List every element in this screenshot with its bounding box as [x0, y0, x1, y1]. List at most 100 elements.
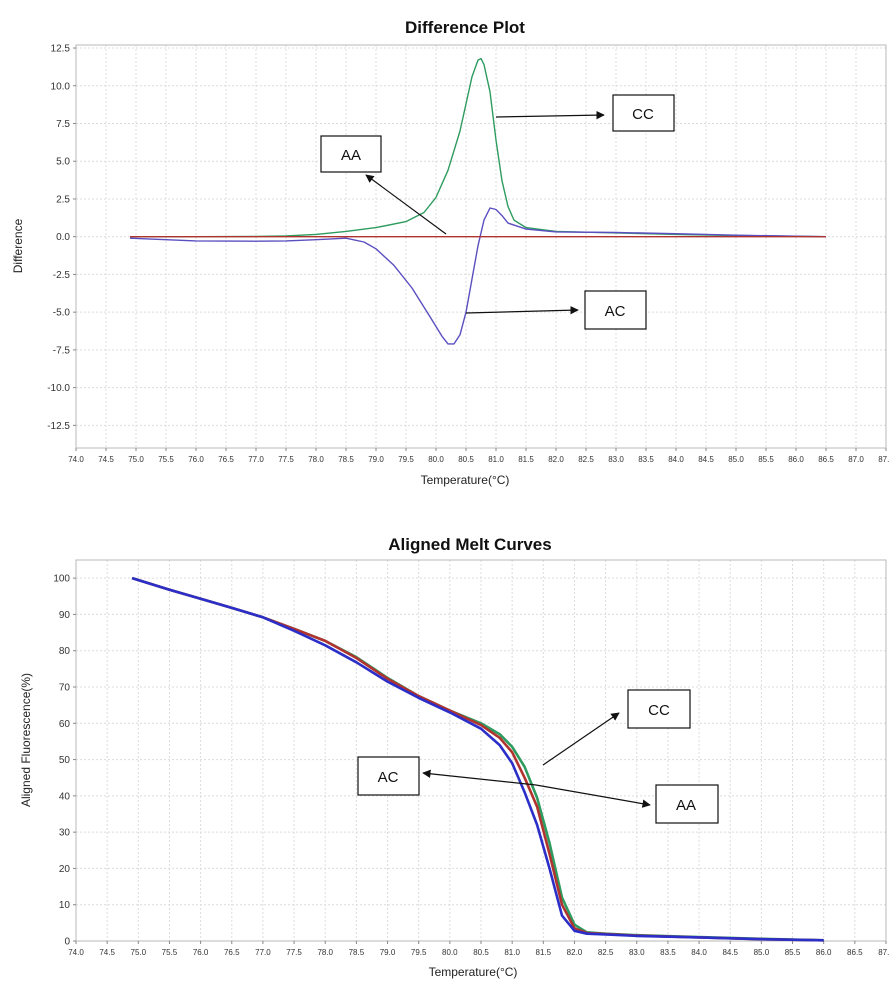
x-tick-label: 80.0: [428, 455, 444, 464]
y-tick-label: 7.5: [56, 119, 70, 130]
x-tick-label: 76.5: [218, 455, 234, 464]
x-tick-label: 86.0: [788, 455, 804, 464]
annotation-arrow: [465, 306, 579, 315]
x-tick-label: 79.5: [411, 948, 427, 957]
y-tick-label: 10.0: [51, 81, 71, 92]
annotation-box: [357, 756, 420, 796]
annotation-box: [320, 135, 382, 173]
x-axis: 74.0 74.5 75.0 75.5 76.0 76.5 77.0 77.5 78.0 78.5…: [68, 941, 889, 957]
annotation-box: [584, 290, 647, 330]
y-tick-label: -12.5: [47, 421, 70, 432]
annotation-arrow: [542, 712, 620, 766]
aligned-melt-curves: Aligned Melt Curves 10090807060504030201…: [19, 535, 889, 979]
x-tick-label: 74.0: [68, 455, 84, 464]
x-tick-label: 81.5: [518, 455, 534, 464]
x-tick-label: 84.5: [722, 948, 738, 957]
x-tick-label: 78.0: [317, 948, 333, 957]
annotation-ac: AC: [465, 290, 647, 330]
annotation-arrow: [365, 174, 447, 235]
x-tick-label: 75.0: [131, 948, 147, 957]
plot-area: [75, 44, 887, 449]
y-axis-label: Difference: [11, 218, 25, 273]
annotation-arrow: [422, 769, 537, 786]
x-tick-label: 87.5: [878, 455, 889, 464]
x-tick-label: 75.0: [128, 455, 144, 464]
y-tick-label: 70: [59, 683, 71, 694]
series-group: [129, 57, 827, 345]
x-tick-label: 74.5: [98, 455, 114, 464]
chart-title: Difference Plot: [405, 18, 525, 37]
x-tick-label: 74.5: [99, 948, 115, 957]
y-tick-label: 0.0: [56, 232, 70, 243]
x-tick-label: 83.5: [660, 948, 676, 957]
x-axis-label: Temperature(°C): [429, 965, 518, 979]
x-tick-label: 87.0: [848, 455, 864, 464]
x-tick-label: 78.5: [338, 455, 354, 464]
x-tick-label: 86.5: [818, 455, 834, 464]
x-tick-label: 84.0: [668, 455, 684, 464]
annotation-label: CC: [632, 106, 654, 123]
annotation-arrow: [495, 110, 605, 120]
x-tick-label: 85.5: [758, 455, 774, 464]
x-tick-label: 75.5: [162, 948, 178, 957]
annotation-ac: AC: [357, 756, 537, 796]
y-tick-label: 100: [53, 574, 70, 585]
x-tick-label: 85.0: [754, 948, 770, 957]
y-tick-label: 5.0: [56, 157, 70, 168]
y-tick-label: -10.0: [47, 383, 70, 394]
y-axis-label: Aligned Fluorescence(%): [19, 673, 33, 807]
y-tick-label: -5.0: [53, 308, 71, 319]
x-tick-label: 77.0: [255, 948, 271, 957]
x-tick-label: 83.5: [638, 455, 654, 464]
x-tick-label: 77.5: [286, 948, 302, 957]
x-tick-label: 78.5: [349, 948, 365, 957]
series-line-0: [130, 57, 827, 238]
annotation-cc: CC: [495, 94, 675, 132]
y-axis: 12.5 10.0 7.5 5.0 2.5 0.0 -2.5 -5.0 -7.5 -10.0 -12…: [47, 44, 76, 432]
x-tick-label: 82.5: [578, 455, 594, 464]
x-tick-label: 80.0: [442, 948, 458, 957]
annotation-arrow: [535, 784, 651, 808]
y-tick-label: -2.5: [53, 270, 71, 281]
y-tick-label: 60: [59, 719, 71, 730]
x-tick-label: 77.5: [278, 455, 294, 464]
x-tick-label: 82.0: [548, 455, 564, 464]
x-tick-label: 83.0: [608, 455, 624, 464]
x-tick-label: 86.5: [847, 948, 863, 957]
y-tick-label: 40: [59, 791, 71, 802]
x-tick-label: 82.5: [598, 948, 614, 957]
y-tick-label: 10: [59, 900, 71, 911]
x-tick-label: 84.0: [691, 948, 707, 957]
x-tick-label: 85.5: [785, 948, 801, 957]
x-tick-label: 86.0: [816, 948, 832, 957]
annotation-aa: AA: [535, 784, 719, 824]
x-tick-label: 76.0: [188, 455, 204, 464]
annotation-label: AC: [605, 303, 626, 320]
x-axis: 74.0 74.5 75.0 75.5 76.0 76.5 77.0 77.5 78.0 78.5…: [68, 448, 889, 464]
x-tick-label: 74.0: [68, 948, 84, 957]
x-tick-label: 79.0: [380, 948, 396, 957]
x-tick-label: 76.5: [224, 948, 240, 957]
series-group: [131, 576, 824, 942]
x-tick-label: 76.0: [193, 948, 209, 957]
difference-plot: Difference Plot 12.5 10.0 7.5 5.0 2.5 0.0 -2.5…: [11, 18, 889, 487]
y-tick-label: 90: [59, 610, 71, 621]
annotation-cc: CC: [542, 689, 691, 766]
x-tick-label: 87.0: [878, 948, 889, 957]
annotation-label: CC: [648, 702, 670, 719]
annotation-label: AC: [378, 769, 399, 786]
x-tick-label: 78.0: [308, 455, 324, 464]
annotation-box: [627, 689, 691, 729]
x-tick-label: 84.5: [698, 455, 714, 464]
grid: [75, 560, 887, 942]
y-tick-label: -7.5: [53, 345, 71, 356]
annotation-box: [655, 784, 719, 824]
x-tick-label: 75.5: [158, 455, 174, 464]
series-line-1: [129, 207, 827, 345]
x-tick-label: 77.0: [248, 455, 264, 464]
x-axis-label: Temperature(°C): [421, 473, 510, 487]
x-tick-label: 80.5: [458, 455, 474, 464]
x-tick-label: 81.0: [488, 455, 504, 464]
annotation-box: [612, 94, 675, 132]
